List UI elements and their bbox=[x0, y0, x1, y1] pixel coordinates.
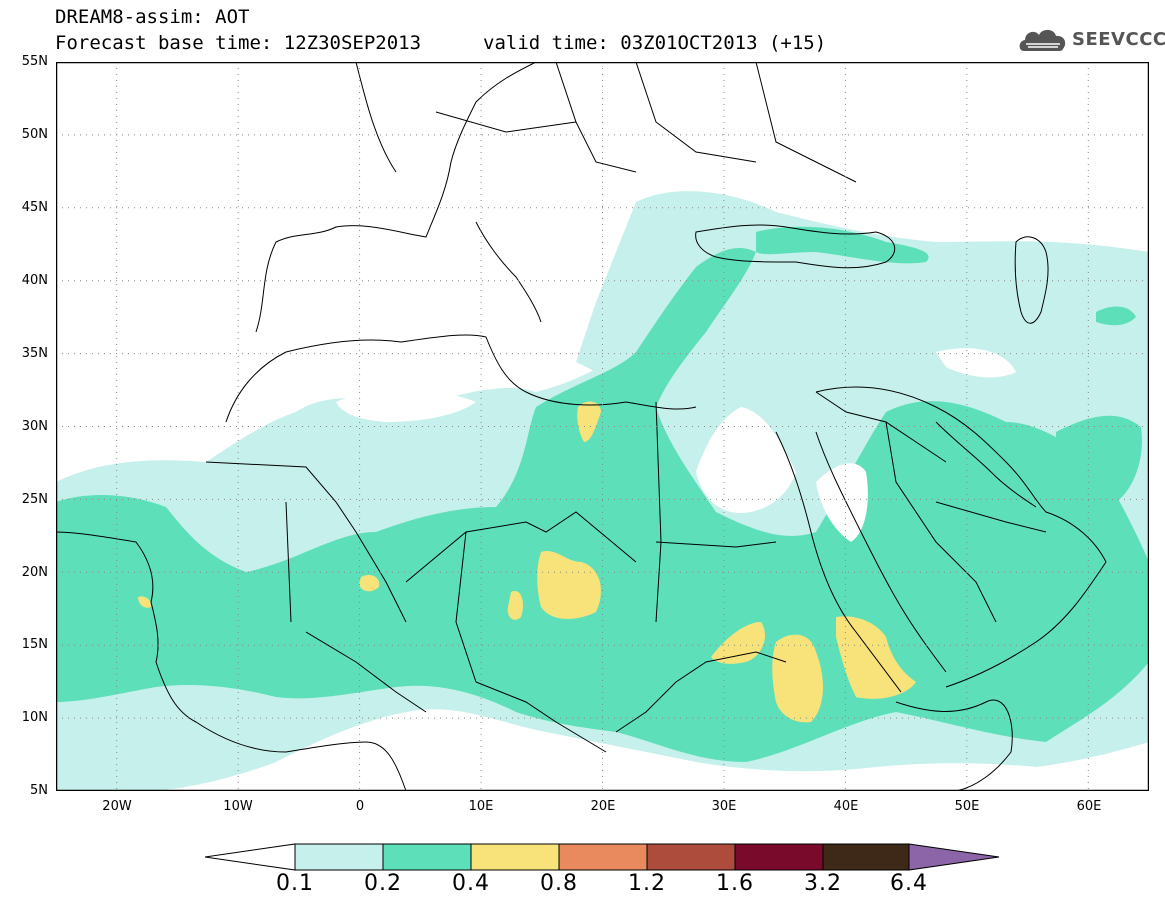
base-time: Forecast base time: 12Z30SEP2013 bbox=[55, 32, 422, 54]
coastline-africa-west bbox=[56, 531, 407, 791]
aot-contour-0.2 bbox=[756, 226, 929, 264]
aot-contour-0.2 bbox=[1056, 415, 1142, 502]
coastline-red-sea bbox=[815, 431, 947, 673]
lat-label: 55N bbox=[21, 54, 48, 69]
coastline-europe-africa bbox=[255, 62, 537, 333]
aot-gap bbox=[336, 388, 476, 422]
coastline-italy bbox=[475, 221, 542, 323]
border-africa bbox=[205, 401, 777, 683]
colorbar-segment bbox=[294, 843, 384, 871]
colorbar-segment bbox=[382, 843, 472, 871]
aot-gap bbox=[696, 407, 796, 513]
colorbar-label: 1.6 bbox=[716, 871, 754, 896]
lat-label: 50N bbox=[21, 127, 48, 142]
aot-contour-0.4 bbox=[836, 616, 916, 699]
border-europe bbox=[355, 62, 857, 183]
colorbar-segment bbox=[470, 843, 560, 871]
lon-label: 30E bbox=[711, 799, 737, 814]
aot-contour-0.4 bbox=[359, 575, 380, 592]
aot-contour-0.4 bbox=[772, 634, 823, 723]
lat-label: 30N bbox=[21, 419, 48, 434]
colorbar-segment bbox=[646, 843, 736, 871]
border-africa bbox=[305, 631, 787, 753]
coastline-black-sea bbox=[695, 224, 896, 269]
colorbar-label: 0.2 bbox=[364, 871, 402, 896]
lat-label: 5N bbox=[30, 783, 48, 798]
lon-label: 10W bbox=[223, 799, 253, 814]
map-border bbox=[56, 62, 1149, 791]
lat-label: 45N bbox=[21, 200, 48, 215]
colorbar-segment bbox=[205, 843, 296, 871]
lon-label: 60E bbox=[1076, 799, 1102, 814]
colorbar-label: 0.8 bbox=[540, 871, 578, 896]
lat-label: 25N bbox=[21, 492, 48, 507]
colorbar-label: 6.4 bbox=[890, 871, 928, 896]
lat-label: 15N bbox=[21, 637, 48, 652]
lat-label: 20N bbox=[21, 565, 48, 580]
logo-text: SEEVCCC bbox=[1072, 29, 1165, 50]
forecast-times: Forecast base time: 12Z30SEP2013 valid ti… bbox=[55, 32, 826, 54]
colorbar bbox=[205, 843, 1000, 871]
colorbar-label: 3.2 bbox=[804, 871, 842, 896]
lon-label: 50E bbox=[954, 799, 980, 814]
lat-label: 10N bbox=[21, 710, 48, 725]
aot-contour-0.4 bbox=[507, 591, 523, 620]
aot-contour-0.4 bbox=[138, 596, 152, 608]
lat-label: 40N bbox=[21, 273, 48, 288]
lon-label: 0 bbox=[355, 799, 365, 814]
colorbar-segment bbox=[558, 843, 648, 871]
coastline-arabia bbox=[815, 386, 1107, 688]
border-middle-east bbox=[815, 391, 1047, 623]
colorbar-segment bbox=[822, 843, 910, 871]
graticule bbox=[56, 62, 1149, 791]
aot-contour-0.2 bbox=[1096, 306, 1136, 326]
aot-contour-0.1 bbox=[576, 191, 1149, 382]
coastline-north-africa bbox=[225, 334, 697, 423]
aot-map bbox=[56, 62, 1149, 791]
lon-label: 10E bbox=[468, 799, 494, 814]
aot-gap bbox=[936, 348, 1016, 378]
seevccc-logo: SEEVCCC bbox=[1016, 23, 1165, 57]
colorbar-label: 0.4 bbox=[452, 871, 490, 896]
coastlines bbox=[56, 62, 1107, 791]
coastline-caspian bbox=[1014, 236, 1049, 324]
lon-label: 20E bbox=[590, 799, 616, 814]
colorbar-segment bbox=[734, 843, 824, 871]
map-title: DREAM8-assim: AOT bbox=[55, 6, 250, 28]
aot-gap bbox=[816, 463, 868, 542]
coastline-horn bbox=[895, 699, 1013, 791]
lat-label: 35N bbox=[21, 346, 48, 361]
lon-label: 20W bbox=[102, 799, 132, 814]
aot-contour-0.4 bbox=[577, 401, 601, 442]
coastline-red-sea bbox=[775, 431, 902, 693]
colorbar-segment bbox=[908, 843, 1000, 871]
coastline-gulf bbox=[935, 421, 1037, 508]
cloud-logo-icon bbox=[1019, 29, 1066, 51]
aot-contour-0.1 bbox=[1056, 282, 1149, 386]
aot-field bbox=[56, 191, 1149, 791]
valid-time: valid time: 03Z01OCT2013 (+15) bbox=[483, 32, 827, 54]
colorbar-label: 0.1 bbox=[276, 871, 314, 896]
lon-label: 40E bbox=[833, 799, 859, 814]
aot-contour-0.4 bbox=[537, 550, 601, 619]
colorbar-label: 1.2 bbox=[628, 871, 666, 896]
